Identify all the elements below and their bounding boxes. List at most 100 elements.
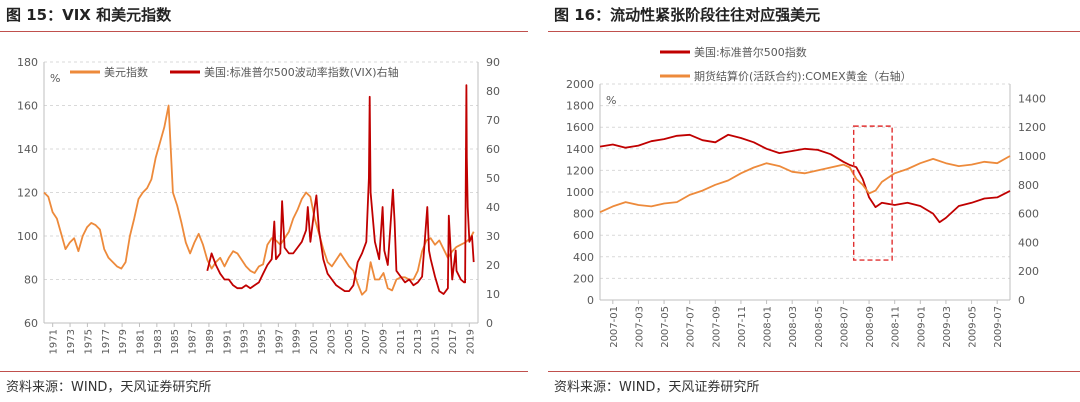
x-tick-label: 1985	[170, 329, 181, 354]
bottom-rule	[548, 371, 1080, 372]
y-left-tick-label: 120	[17, 187, 38, 200]
y-right-tick-label: 800	[1018, 179, 1039, 192]
x-tick-label: 2009-07	[993, 306, 1004, 348]
y-left-tick-label: 0	[587, 294, 594, 307]
y-left-tick-label: 200	[573, 272, 594, 285]
x-tick-label: 1993	[240, 329, 251, 354]
y-left-unit-label: %	[50, 72, 60, 85]
legend-label: 美元指数	[104, 65, 148, 79]
y-left-tick-label: 100	[17, 230, 38, 243]
source-note: 资料来源：WIND，天风证券研究所	[6, 380, 212, 395]
x-tick-label: 1973	[66, 329, 77, 354]
bottom-rule	[0, 371, 528, 372]
y-right-tick-label: 90	[486, 56, 500, 69]
y-left-tick-label: 80	[24, 274, 38, 287]
x-tick-label: 2019	[465, 329, 476, 354]
x-tick-label: 2009-03	[942, 306, 953, 348]
x-tick-label: 2005	[344, 329, 355, 354]
y-right-tick-label: 1200	[1018, 121, 1046, 134]
x-tick-label: 1975	[83, 329, 94, 354]
top-rule	[0, 31, 528, 32]
y-left-tick-label: 60	[24, 317, 38, 330]
series-line-1	[599, 133, 1011, 224]
y-right-tick-label: 10	[486, 288, 500, 301]
x-tick-label: 1981	[135, 329, 146, 354]
legend-label: 美国:标准普尔500波动率指数(VIX)右轴	[204, 65, 399, 79]
top-rule	[548, 31, 1080, 32]
y-left-tick-label: 180	[17, 56, 38, 69]
x-tick-label: 2007-11	[737, 306, 748, 348]
x-tick-label: 2009-01	[916, 306, 927, 348]
y-right-tick-label: 40	[486, 201, 500, 214]
x-tick-label: 2017	[448, 329, 459, 354]
x-tick-label: 2007-03	[634, 306, 645, 348]
series-line-2	[206, 84, 475, 295]
vix-usd-chart: 60 80 100 120 140 160 180 0 10 20 30 40 50 60 70 80 90% 1…	[17, 56, 500, 354]
x-tick-label: 2015	[431, 329, 442, 354]
y-left-tick-label: 160	[17, 100, 38, 113]
x-tick-label: 2008-03	[788, 306, 799, 348]
x-tick-label: 1979	[118, 329, 129, 354]
x-tick-label: 2008-01	[763, 306, 774, 348]
legend-label: 美国:标准普尔500指数	[694, 45, 807, 59]
x-tick-label: 2008-11	[891, 306, 902, 348]
y-left-tick-label: 800	[573, 208, 594, 221]
series-line-2	[599, 155, 1011, 214]
y-right-tick-label: 70	[486, 114, 500, 127]
x-tick-label: 2008-07	[839, 306, 850, 348]
x-tick-label: 2007	[361, 329, 372, 354]
y-right-tick-label: 600	[1018, 208, 1039, 221]
y-left-tick-label: 1400	[566, 143, 594, 156]
x-tick-label: 2008-09	[865, 306, 876, 348]
y-left-tick-label: 1200	[566, 164, 594, 177]
x-tick-label: 1997	[274, 329, 285, 354]
spx-gold-chart: 0 200 400 600 800 1000 1200 1400 1600 1800 2000 0 20…	[566, 45, 1046, 348]
x-tick-label: 1989	[205, 329, 216, 354]
x-tick-label: 2007-09	[711, 306, 722, 348]
legend-label: 期货结算价(活跃合约):COMEX黄金（右轴）	[694, 69, 912, 83]
x-tick-label: 2007-05	[660, 306, 671, 348]
y-left-tick-label: 140	[17, 143, 38, 156]
y-right-tick-label: 60	[486, 143, 500, 156]
y-right-tick-label: 0	[1018, 294, 1025, 307]
x-tick-label: 2011	[396, 329, 407, 354]
y-left-tick-label: 1800	[566, 100, 594, 113]
figure-15-title: 图 15：VIX 和美元指数	[6, 6, 172, 24]
source-note: 资料来源：WIND，天风证券研究所	[554, 380, 760, 395]
x-tick-label: 1987	[188, 329, 199, 354]
dashed-highlight-box	[852, 125, 893, 261]
x-tick-label: 2009	[379, 329, 390, 354]
x-tick-label: 1977	[101, 329, 112, 354]
x-tick-label: 1971	[49, 329, 60, 354]
x-tick-label: 2008-05	[814, 306, 825, 348]
x-tick-label: 2013	[413, 329, 424, 354]
figure-16-panel: 图 16：流动性紧张阶段往往对应强美元 0 200 400 600 800 1000 120…	[548, 0, 1080, 402]
x-tick-label: 2007-01	[609, 306, 620, 348]
y-right-tick-label: 1000	[1018, 150, 1046, 163]
y-right-tick-label: 0	[486, 317, 493, 330]
x-tick-label: 2009-05	[968, 306, 979, 348]
y-left-tick-label: 1600	[566, 121, 594, 134]
y-left-tick-label: 600	[573, 229, 594, 242]
y-left-tick-label: 1000	[566, 186, 594, 199]
x-tick-label: 2001	[309, 329, 320, 354]
y-right-tick-label: 400	[1018, 236, 1039, 249]
x-tick-label: 1995	[257, 329, 268, 354]
y-right-tick-label: 200	[1018, 265, 1039, 278]
x-tick-label: 1991	[222, 329, 233, 354]
figure-15-panel: 图 15：VIX 和美元指数 60 80 100 120 140 160 180 0 10 20 3…	[0, 0, 528, 402]
figure-16-title: 图 16：流动性紧张阶段往往对应强美元	[554, 6, 821, 24]
y-right-tick-label: 30	[486, 230, 500, 243]
x-tick-label: 1999	[292, 329, 303, 354]
series-line-1	[43, 104, 475, 296]
y-right-tick-label: 50	[486, 172, 500, 185]
y-right-tick-label: 1400	[1018, 92, 1046, 105]
x-tick-label: 2003	[326, 329, 337, 354]
y-right-tick-label: 20	[486, 259, 500, 272]
y-right-tick-label: 80	[486, 85, 500, 98]
y-left-tick-label: 400	[573, 251, 594, 264]
y-left-unit-label: %	[606, 94, 616, 107]
x-tick-label: 2007-07	[686, 306, 697, 348]
x-tick-label: 1983	[153, 329, 164, 354]
y-left-tick-label: 2000	[566, 78, 594, 91]
